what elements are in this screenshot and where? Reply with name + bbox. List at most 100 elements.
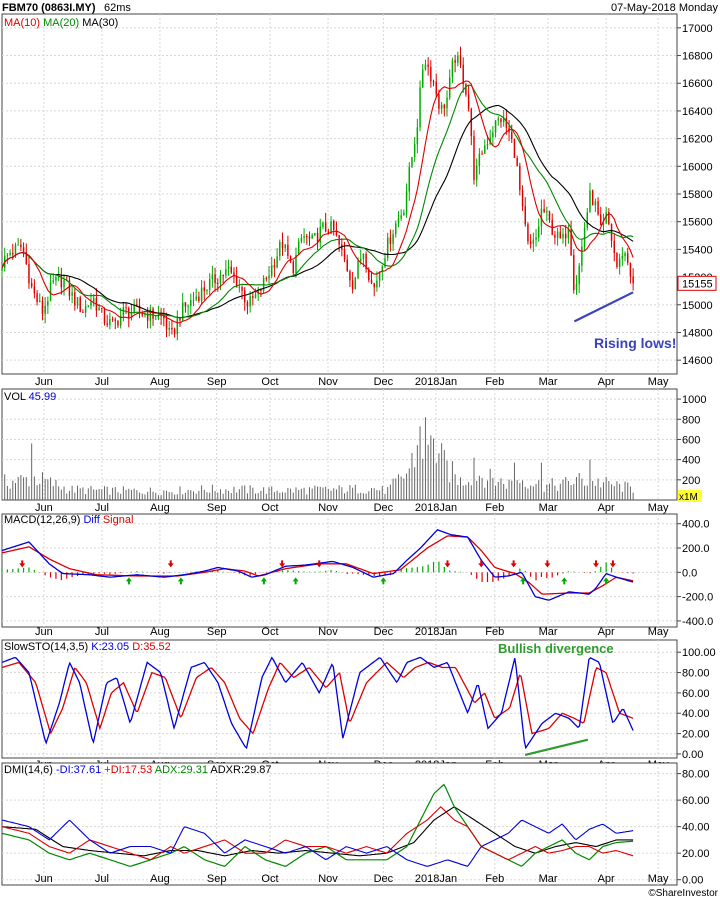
y-tick-label: 60.00 (682, 688, 710, 700)
candle-body (173, 329, 176, 335)
candle-body (279, 242, 281, 257)
candle-body (98, 307, 100, 311)
candle-body (346, 259, 348, 272)
candle-body (368, 269, 370, 281)
candle-body (359, 258, 362, 261)
candle-body (573, 255, 575, 290)
candle-body (152, 308, 154, 319)
ma10-line (1, 80, 634, 324)
month-label: Aug (150, 502, 170, 514)
legend-entry: SlowSTO(14,3,5) (4, 641, 88, 653)
candle-body (249, 296, 251, 307)
candle-body (351, 280, 354, 290)
y-tick-label: 0.0 (682, 567, 697, 579)
macd-buy-arrow (125, 577, 132, 585)
rising-lows-trendline (573, 291, 634, 323)
macd-buy-arrow (260, 577, 267, 585)
candle-body (200, 287, 203, 302)
month-label: May (648, 626, 669, 638)
candle-body (594, 201, 597, 206)
month-label: Jul (95, 502, 109, 514)
candle-body (378, 271, 381, 281)
price-month-axis: Jun Jul Aug Sep Oct Nov Dec 2018Jan Feb Mar Apr May (35, 376, 669, 388)
candle-body (548, 211, 551, 220)
candle-body (511, 132, 513, 140)
candle-body (605, 212, 607, 224)
macd-month-axis: Jun Jul Aug Sep Oct Nov Dec 2018Jan Feb Mar Apr May (35, 626, 669, 638)
month-label: Jul (95, 626, 109, 638)
y-tick-label: 600 (682, 434, 700, 446)
candle-body (146, 313, 149, 321)
candle-body (600, 214, 602, 225)
month-label: Jul (95, 873, 109, 885)
month-label: Jun (35, 502, 53, 514)
month-label: Nov (318, 502, 338, 514)
candle-body (136, 304, 138, 306)
candle-body (109, 318, 111, 325)
candle-body (386, 237, 389, 259)
legend-entry: MA(10) (4, 17, 40, 29)
candle-body (12, 252, 14, 255)
candle-body (513, 139, 516, 159)
candle-body (578, 265, 580, 284)
month-label: Sep (207, 376, 227, 388)
candle-body (430, 66, 432, 82)
candle-body (57, 276, 60, 278)
y-tick-label: 40.00 (682, 708, 710, 720)
y-tick-label: 400.0 (682, 519, 710, 531)
candle-body (60, 276, 63, 288)
candle-body (624, 253, 626, 257)
candle-body (500, 118, 502, 123)
candle-body (389, 237, 392, 244)
candle-body (470, 108, 473, 137)
candle-body (311, 235, 313, 239)
candle-body (233, 272, 235, 277)
candle-body (330, 221, 332, 234)
month-label: Jun (35, 376, 53, 388)
candle-body (47, 301, 49, 306)
month-label: Aug (150, 376, 170, 388)
y-tick-label: 80.00 (682, 769, 710, 781)
candle-body (260, 288, 262, 291)
volume-panel: 200 400 600 800 1000 VOL 45.99 x1M (1, 388, 706, 503)
month-label: Mar (539, 502, 558, 514)
candle-body (583, 227, 586, 247)
candle-body (74, 292, 76, 306)
candle-body (165, 318, 168, 330)
candle-body (184, 302, 187, 307)
candle-body (446, 97, 448, 109)
candle-body (529, 241, 532, 244)
candle-body (128, 308, 130, 318)
candle-body (448, 77, 451, 98)
y-tick-label: 60.00 (682, 795, 710, 807)
candle-body (273, 265, 276, 268)
y-tick-label: 20.00 (682, 848, 710, 860)
candle-body (111, 318, 114, 320)
candle-body (562, 233, 564, 239)
month-label: Dec (374, 873, 394, 885)
candle-body (187, 305, 189, 307)
candle-body (14, 244, 17, 255)
candle-body (478, 153, 481, 166)
month-label: Oct (261, 873, 278, 885)
candle-body (55, 277, 57, 281)
macd-panel-frame (1, 513, 678, 628)
legend-entry: MA(30) (79, 17, 118, 29)
macd-sell-arrow (167, 560, 174, 568)
legend-entry: +DI:17.53 (101, 764, 152, 776)
candle-body (300, 237, 303, 242)
dmi-adx-line (1, 783, 634, 867)
y-tick-label: 15000 (682, 300, 713, 312)
candle-body (138, 305, 141, 313)
dmi-minus-di-line (1, 819, 634, 867)
month-label: Feb (485, 626, 504, 638)
candle-body (52, 280, 54, 283)
y-tick-label: 15600 (682, 217, 713, 229)
candle-body (395, 223, 397, 235)
candle-body (211, 274, 214, 280)
volume-panel-frame (1, 388, 678, 501)
candle-body (591, 190, 594, 206)
candle-body (6, 254, 9, 256)
candle-body (581, 246, 583, 266)
candle-body (33, 286, 36, 294)
